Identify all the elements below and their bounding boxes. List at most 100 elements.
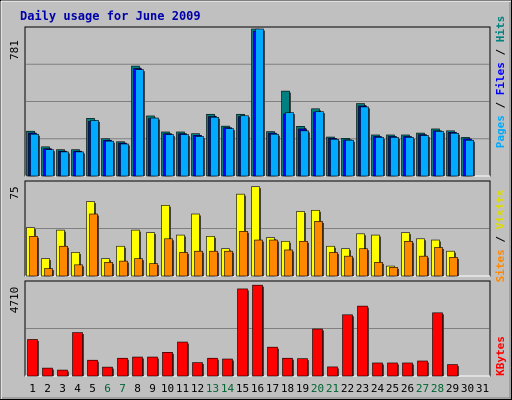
bar-sites-18 — [284, 249, 293, 277]
bar-sites-19 — [299, 240, 308, 277]
bar-pages-20 — [315, 111, 324, 177]
x-label-9: 9 — [149, 382, 156, 395]
bar-sites-24 — [374, 262, 383, 277]
bar-kbytes-26 — [402, 362, 413, 377]
x-label-13: 13 — [206, 382, 219, 395]
bar-pages-16 — [255, 28, 264, 177]
x-label-28: 28 — [431, 382, 444, 395]
x-label-10: 10 — [161, 382, 174, 395]
bar-kbytes-6 — [102, 366, 113, 377]
bar-sites-27 — [419, 255, 428, 277]
bar-kbytes-16 — [252, 284, 263, 377]
bar-pages-28 — [435, 131, 444, 177]
bar-pages-23 — [360, 106, 369, 177]
bar-pages-21 — [330, 138, 339, 177]
kbytes-panel-max-label: 4710 — [8, 287, 21, 314]
legend-files: Files — [494, 62, 507, 95]
x-label-30: 30 — [461, 382, 474, 395]
x-axis-labels: 1 2 3 4 5 6 7 8 9 10 11 12 13 14 15 16 17 18 19 20 21 22 23 24 2… — [29, 382, 489, 395]
bar-kbytes-19 — [297, 358, 308, 377]
bar-sites-8 — [134, 258, 143, 277]
bar-kbytes-20 — [312, 328, 323, 377]
bar-kbytes-12 — [192, 362, 203, 377]
bar-kbytes-13 — [207, 357, 218, 377]
bar-sites-2 — [44, 268, 53, 277]
legend-sep-1: / — [494, 95, 507, 115]
x-label-24: 24 — [371, 382, 385, 395]
bar-pages-26 — [405, 137, 414, 177]
bar-pages-10 — [165, 134, 174, 177]
bar-pages-12 — [195, 136, 204, 177]
bar-pages-9 — [150, 117, 159, 177]
bar-pages-25 — [390, 137, 399, 177]
bar-pages-13 — [210, 116, 219, 177]
x-label-29: 29 — [446, 382, 459, 395]
bar-kbytes-18 — [282, 357, 293, 377]
x-label-27: 27 — [416, 382, 429, 395]
bar-kbytes-4 — [72, 332, 83, 377]
bar-pages-7 — [120, 143, 129, 177]
legend-hits: Hits — [494, 16, 507, 43]
bar-kbytes-25 — [387, 362, 398, 377]
bar-sites-12 — [194, 250, 203, 277]
bar-pages-18 — [285, 112, 294, 177]
bar-sites-14 — [224, 250, 233, 277]
bar-kbytes-23 — [357, 305, 368, 377]
bar-sites-3 — [59, 245, 68, 277]
bar-sites-17 — [269, 239, 278, 277]
bar-sites-28 — [434, 247, 443, 277]
legend-sep-3: / — [494, 229, 507, 249]
bar-kbytes-24 — [372, 362, 383, 377]
bar-pages-19 — [300, 130, 309, 177]
bar-sites-11 — [179, 252, 188, 277]
bar-sites-13 — [209, 250, 218, 277]
legend-visits: Visits — [494, 190, 507, 230]
bar-sites-9 — [149, 263, 158, 277]
bar-pages-4 — [75, 151, 84, 177]
bar-kbytes-3 — [57, 369, 68, 377]
x-label-1: 1 — [29, 382, 36, 395]
x-label-20: 20 — [311, 382, 324, 395]
bar-pages-15 — [240, 115, 249, 177]
x-label-26: 26 — [401, 382, 414, 395]
x-label-23: 23 — [356, 382, 369, 395]
bar-pages-11 — [180, 134, 189, 177]
bar-sites-21 — [329, 252, 338, 277]
bar-pages-14 — [225, 128, 234, 177]
bar-kbytes-28 — [432, 312, 443, 377]
bar-sites-4 — [74, 264, 83, 277]
x-label-4: 4 — [74, 382, 81, 395]
bar-sites-20 — [314, 221, 323, 277]
bar-sites-29 — [449, 257, 458, 277]
bar-pages-30 — [465, 139, 474, 177]
bar-pages-17 — [270, 133, 279, 177]
x-label-7: 7 — [119, 382, 126, 395]
bar-pages-2 — [45, 149, 54, 177]
chart-title: Daily usage for June 2009 — [20, 9, 201, 23]
x-label-11: 11 — [176, 382, 189, 395]
bars — [26, 28, 475, 377]
bar-kbytes-11 — [177, 341, 188, 377]
x-label-3: 3 — [59, 382, 66, 395]
x-label-22: 22 — [341, 382, 354, 395]
x-label-14: 14 — [221, 382, 235, 395]
bar-kbytes-1 — [27, 339, 38, 377]
visits-panel-max-label: 75 — [8, 186, 21, 199]
bar-pages-29 — [450, 132, 459, 177]
x-label-15: 15 — [236, 382, 249, 395]
bar-sites-15 — [239, 231, 248, 277]
bar-sites-5 — [89, 213, 98, 277]
x-label-31: 31 — [476, 382, 489, 395]
x-label-16: 16 — [251, 382, 264, 395]
x-label-25: 25 — [386, 382, 399, 395]
legend-pages: Pages — [494, 115, 507, 148]
bar-kbytes-21 — [327, 366, 338, 377]
x-label-18: 18 — [281, 382, 294, 395]
bar-sites-26 — [404, 240, 413, 277]
bar-kbytes-5 — [87, 359, 98, 377]
bar-kbytes-15 — [237, 288, 248, 377]
bar-kbytes-2 — [42, 367, 53, 377]
bar-pages-5 — [90, 120, 99, 177]
hits-panel-legend: Pages / Files / Hits — [494, 16, 507, 149]
